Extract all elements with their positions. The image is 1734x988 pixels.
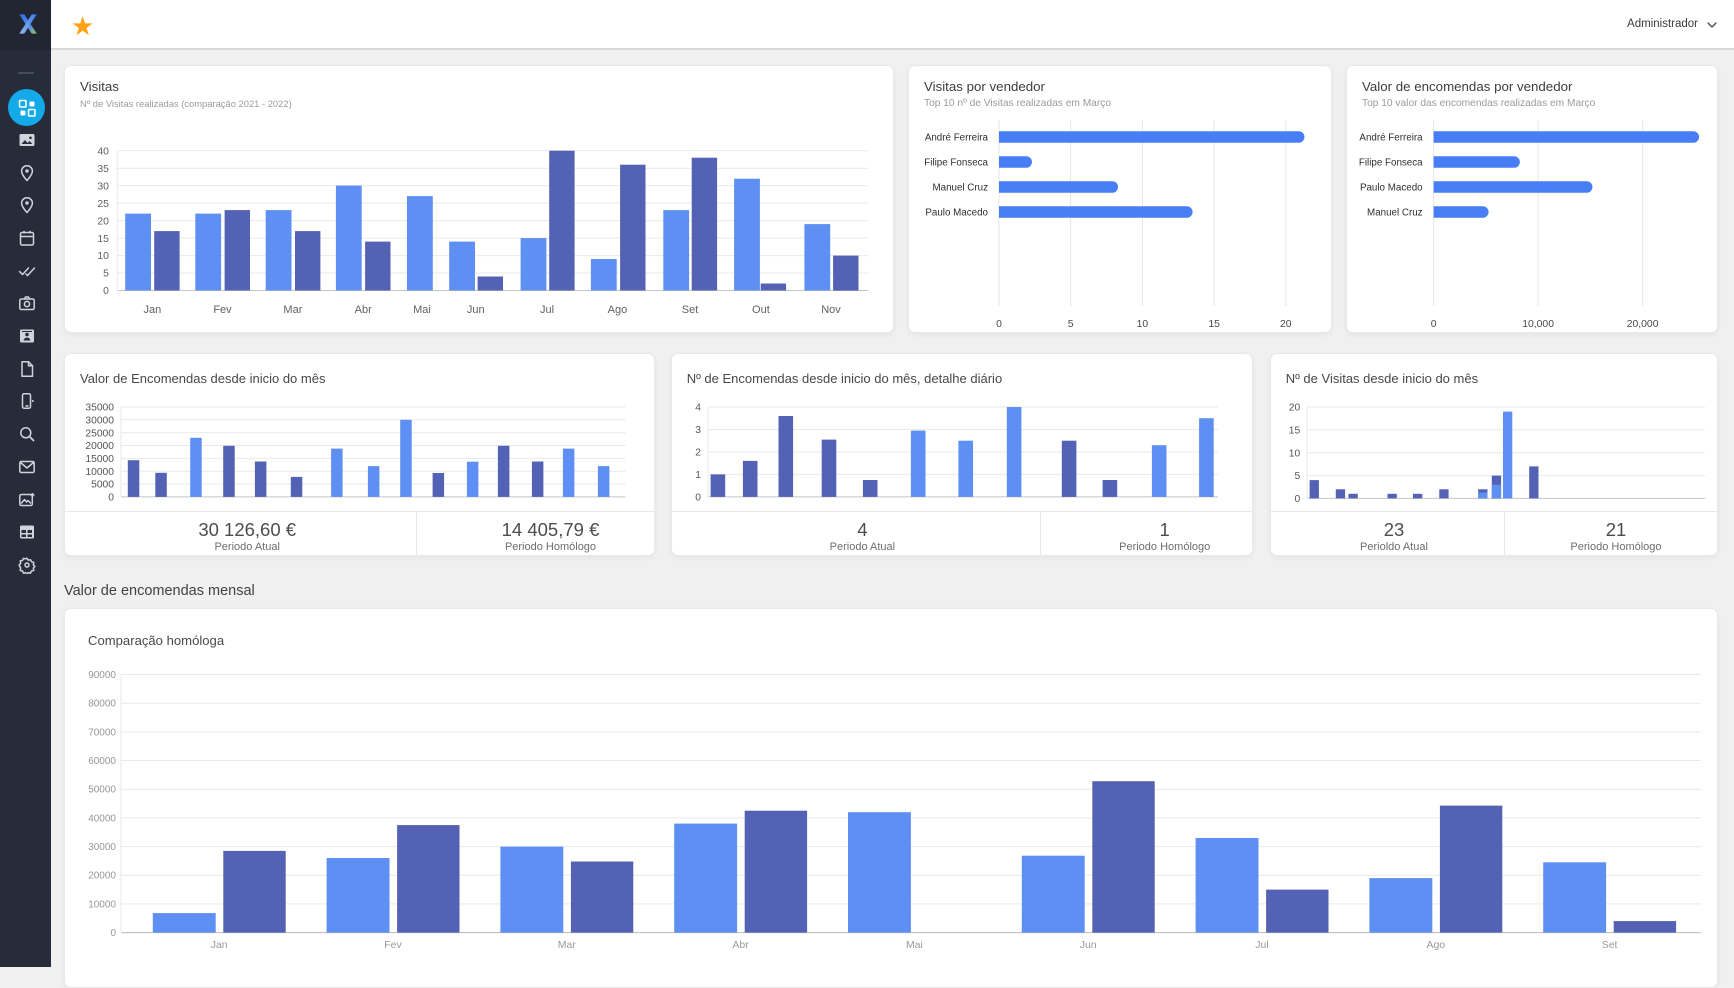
svg-text:0: 0 <box>110 928 116 939</box>
svg-text:Abr: Abr <box>732 939 749 951</box>
svg-text:0: 0 <box>695 492 701 503</box>
svg-text:Manuel Cruz: Manuel Cruz <box>932 183 988 194</box>
svg-text:3: 3 <box>695 425 701 436</box>
svg-text:1: 1 <box>695 470 701 481</box>
svg-text:0: 0 <box>103 286 109 297</box>
svg-text:30000: 30000 <box>85 415 114 426</box>
svg-text:Jun: Jun <box>1080 939 1097 951</box>
svg-text:0: 0 <box>996 319 1002 330</box>
svg-text:10: 10 <box>1137 319 1149 330</box>
svg-text:Jul: Jul <box>540 304 554 316</box>
svg-text:90000: 90000 <box>88 670 116 681</box>
svg-text:10000: 10000 <box>88 899 116 910</box>
svg-text:Jan: Jan <box>144 304 162 316</box>
svg-text:10000: 10000 <box>85 467 114 478</box>
svg-text:Manuel Cruz: Manuel Cruz <box>1367 208 1423 219</box>
svg-text:15000: 15000 <box>85 454 114 465</box>
svg-text:Abr: Abr <box>355 304 372 316</box>
svg-text:0: 0 <box>108 492 114 503</box>
svg-text:Ago: Ago <box>1426 939 1445 951</box>
svg-text:15: 15 <box>1208 319 1220 330</box>
svg-text:Filipe Fonseca: Filipe Fonseca <box>1359 158 1423 169</box>
svg-text:10,000: 10,000 <box>1522 319 1554 330</box>
svg-text:Ago: Ago <box>608 304 628 316</box>
svg-text:Paulo Macedo: Paulo Macedo <box>1360 183 1423 194</box>
svg-text:35: 35 <box>97 164 109 175</box>
svg-text:20: 20 <box>1280 319 1292 330</box>
svg-text:40000: 40000 <box>88 813 116 824</box>
svg-text:Fev: Fev <box>213 304 232 316</box>
svg-text:Filipe Fonseca: Filipe Fonseca <box>924 158 988 169</box>
svg-text:80000: 80000 <box>88 699 116 710</box>
svg-text:Nov: Nov <box>821 304 841 316</box>
svg-text:Mar: Mar <box>283 304 302 316</box>
svg-text:Mai: Mai <box>906 939 923 951</box>
svg-text:20: 20 <box>97 216 109 227</box>
svg-text:40: 40 <box>97 146 109 157</box>
svg-text:Out: Out <box>752 304 770 316</box>
svg-text:0: 0 <box>1431 319 1437 330</box>
svg-text:60000: 60000 <box>88 756 116 767</box>
svg-text:2: 2 <box>695 448 701 459</box>
svg-text:André Ferreira: André Ferreira <box>1359 133 1423 144</box>
svg-text:André Ferreira: André Ferreira <box>925 133 989 144</box>
svg-text:5: 5 <box>103 269 109 280</box>
svg-text:5000: 5000 <box>91 480 114 491</box>
svg-text:20000: 20000 <box>85 441 114 452</box>
svg-text:Fev: Fev <box>384 939 402 951</box>
svg-text:20: 20 <box>1288 403 1300 414</box>
svg-text:0: 0 <box>1294 494 1300 505</box>
svg-text:20,000: 20,000 <box>1627 319 1659 330</box>
svg-text:10: 10 <box>97 251 109 262</box>
svg-text:Jul: Jul <box>1255 939 1268 951</box>
svg-text:Jun: Jun <box>467 304 485 316</box>
svg-text:Jan: Jan <box>211 939 228 951</box>
svg-text:30000: 30000 <box>88 842 116 853</box>
svg-text:Set: Set <box>682 304 699 316</box>
svg-text:Set: Set <box>1602 939 1618 951</box>
svg-text:35000: 35000 <box>85 403 114 414</box>
svg-text:Mai: Mai <box>413 304 431 316</box>
svg-text:70000: 70000 <box>88 727 116 738</box>
svg-text:4: 4 <box>695 403 701 414</box>
svg-text:Mar: Mar <box>558 939 577 951</box>
svg-text:30: 30 <box>97 181 109 192</box>
svg-text:15: 15 <box>97 234 109 245</box>
svg-text:5: 5 <box>1294 471 1300 482</box>
svg-text:20000: 20000 <box>88 871 116 882</box>
svg-text:10: 10 <box>1288 448 1300 459</box>
svg-text:25000: 25000 <box>85 428 114 439</box>
svg-text:25: 25 <box>97 199 109 210</box>
svg-text:15: 15 <box>1288 425 1300 436</box>
svg-text:Paulo Macedo: Paulo Macedo <box>925 208 988 219</box>
svg-text:50000: 50000 <box>88 785 116 796</box>
svg-text:5: 5 <box>1068 319 1074 330</box>
